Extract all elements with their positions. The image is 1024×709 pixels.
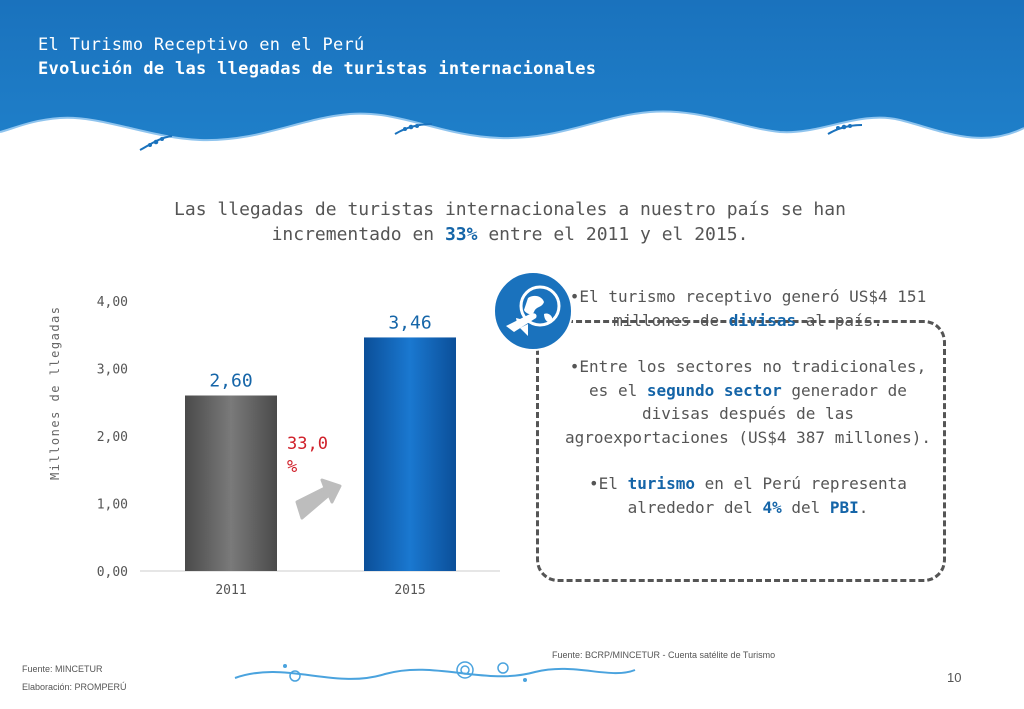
intro-line2-suffix: entre el 2011 y el 2015. — [477, 224, 749, 245]
bullet-3-end: . — [858, 497, 869, 517]
bar-value-label: 2,60 — [209, 371, 252, 392]
bullet-2-text: •Entre los sectores no tradicionales, es… — [569, 357, 927, 400]
header-wave-banner — [0, 0, 1024, 151]
bullet-3-highlight-pbi: PBI — [829, 497, 859, 517]
growth-label-line2: % — [287, 457, 297, 477]
elaboration-note: Elaboración: PROMPERÚ — [22, 682, 127, 692]
source-note-left: Fuente: MINCETUR — [22, 664, 103, 674]
y-tick-label: 1,00 — [97, 498, 128, 513]
header-subtitle: Evolución de las llegadas de turistas in… — [38, 59, 597, 79]
y-tick-label: 0,00 — [97, 565, 128, 580]
y-axis-label: Millones de llegadas — [48, 305, 62, 481]
bullet-1-highlight: divisas — [728, 310, 797, 330]
info-bullets: •El turismo receptivo generó US$4 151 mi… — [560, 285, 936, 542]
source-note-right: Fuente: BCRP/MINCETUR - Cuenta satélite … — [552, 650, 776, 660]
bullet-2-highlight: segundo sector — [646, 380, 782, 400]
bullet-3-highlight-percent: 4% — [762, 497, 782, 517]
intro-line1: Las llegadas de turistas internacionales… — [174, 199, 846, 220]
footer-wave-ornament — [234, 661, 636, 682]
info-box-border — [536, 320, 946, 582]
bar-chart: 0,00 1,00 2,00 3,00 4,00 2,60 3,46 2011 2015 3… — [97, 295, 500, 598]
bullet-3: •El turismo en el Perú representa alrede… — [560, 472, 936, 519]
bullet-3-highlight-turismo: turismo — [627, 474, 696, 493]
bar-2015 — [364, 337, 456, 571]
bar-2011 — [185, 395, 277, 571]
x-tick-label: 2015 — [394, 583, 425, 598]
y-tick-label: 4,00 — [97, 295, 128, 310]
intro-line2-prefix: incrementado en — [271, 224, 445, 245]
growth-label-line1: 33,0 — [287, 434, 328, 454]
bullet-1-end: al país. — [796, 310, 883, 330]
intro-text: Las llegadas de turistas internacionales… — [150, 197, 870, 247]
bullet-3-mid2: del — [781, 497, 830, 517]
header-title: El Turismo Receptivo en el Perú — [38, 35, 365, 55]
globe-airplane-icon — [493, 271, 573, 351]
bullet-3-text: •El — [589, 474, 628, 493]
x-tick-label: 2011 — [215, 583, 246, 598]
bullet-1-text: •El turismo receptivo generó US$4 151 mi… — [569, 287, 927, 330]
bullet-3-mid: en el Perú representa alrededor del — [627, 474, 907, 517]
bullet-2: •Entre los sectores no tradicionales, es… — [560, 355, 936, 449]
bar-value-label: 3,46 — [388, 312, 431, 333]
bullet-2-end: generador de divisas después de las agro… — [564, 380, 932, 447]
y-tick-label: 3,00 — [97, 363, 128, 378]
growth-arrow-icon — [295, 478, 342, 520]
intro-highlight: 33% — [444, 224, 478, 245]
wave-dots — [139, 123, 863, 151]
page-number: 10 — [947, 670, 962, 685]
y-tick-label: 2,00 — [97, 430, 128, 445]
bullet-1: •El turismo receptivo generó US$4 151 mi… — [560, 285, 936, 332]
